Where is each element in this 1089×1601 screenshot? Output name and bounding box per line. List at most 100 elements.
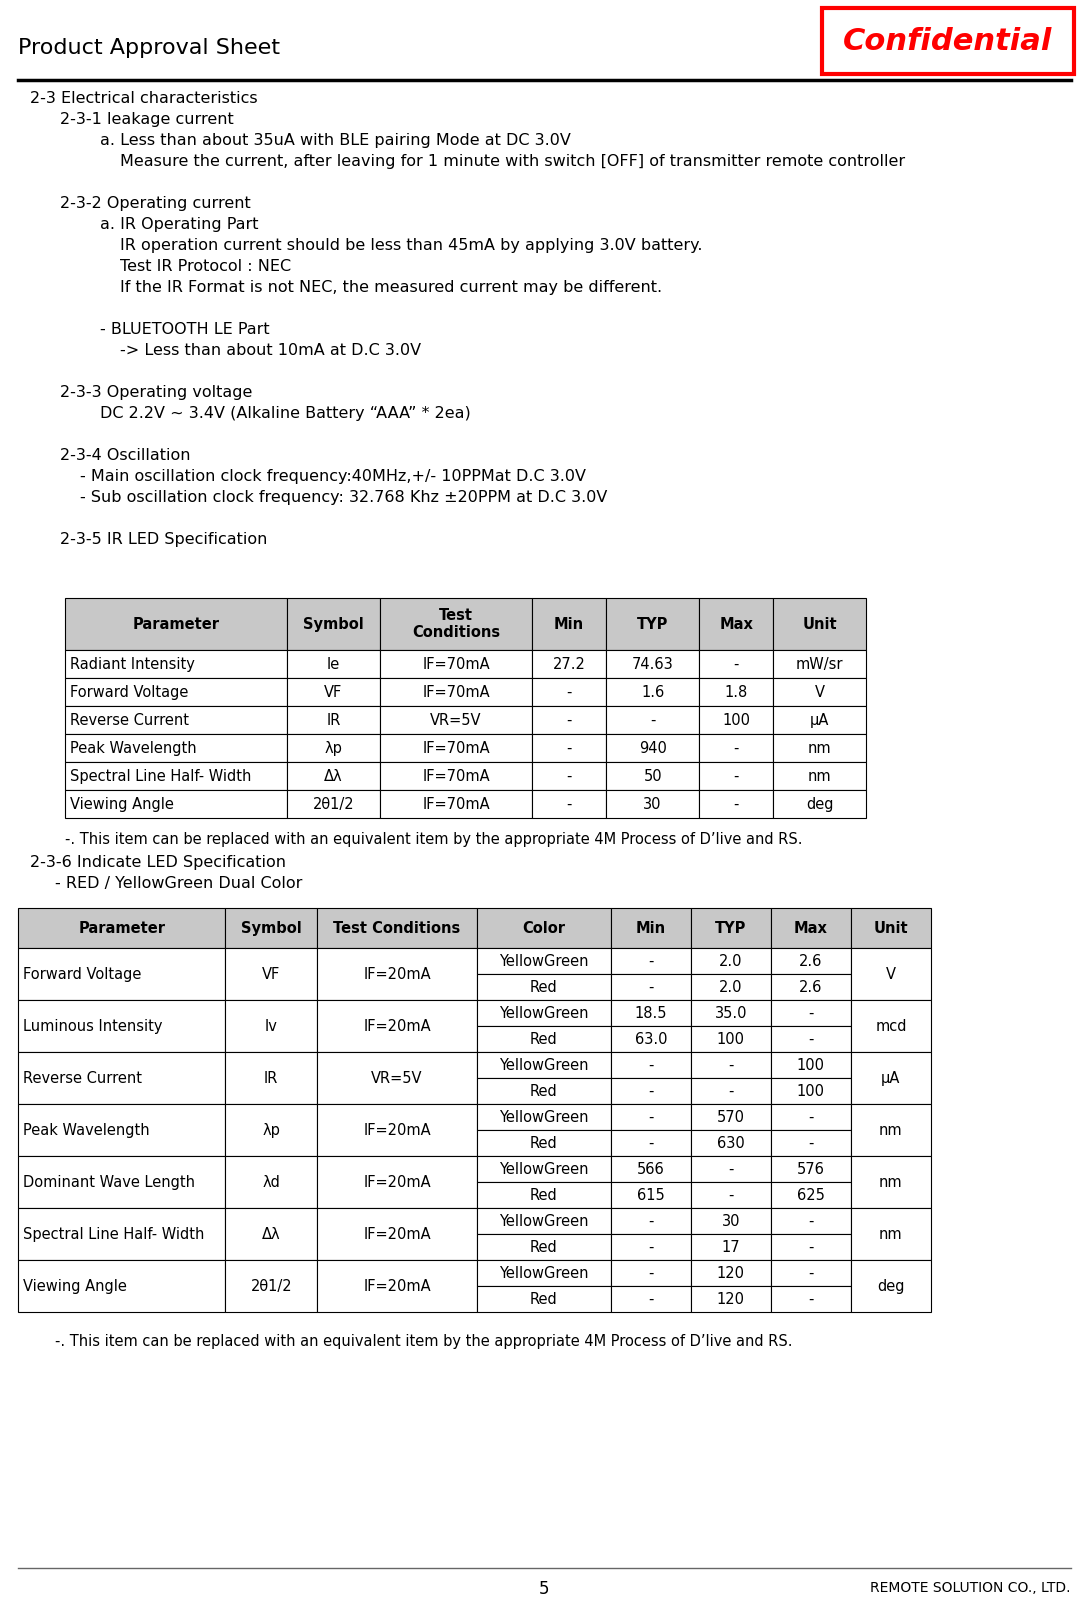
Bar (773, 677, 866, 706)
Bar (851, 1052, 931, 1105)
Text: -: - (729, 1188, 734, 1202)
Text: Spectral Line Half- Width: Spectral Line Half- Width (23, 1226, 205, 1241)
Bar (851, 1209, 931, 1260)
Text: mW/sr: mW/sr (796, 656, 844, 671)
Text: -: - (648, 1135, 653, 1151)
Bar (317, 1260, 477, 1311)
Bar (65, 762, 286, 789)
Bar (533, 650, 607, 677)
Text: Symbol: Symbol (241, 921, 302, 935)
Text: 5: 5 (539, 1580, 549, 1598)
Bar (19, 948, 225, 1001)
Bar (607, 650, 699, 677)
Text: IR operation current should be less than 45mA by applying 3.0V battery.: IR operation current should be less than… (120, 239, 702, 253)
Bar (771, 1286, 851, 1311)
Bar (690, 908, 771, 948)
Text: λp: λp (262, 1122, 280, 1137)
Text: nm: nm (879, 1226, 903, 1241)
Text: IF=70mA: IF=70mA (423, 768, 490, 783)
Bar (225, 1001, 317, 1052)
Text: a. Less than about 35uA with BLE pairing Mode at DC 3.0V: a. Less than about 35uA with BLE pairing… (100, 133, 571, 149)
Text: Red: Red (530, 1239, 558, 1255)
Bar (771, 1077, 851, 1105)
Text: -: - (648, 1084, 653, 1098)
Text: nm: nm (879, 1122, 903, 1137)
Text: 100: 100 (717, 1031, 745, 1047)
Text: 615: 615 (637, 1188, 664, 1202)
Text: 1.6: 1.6 (641, 685, 664, 700)
Text: YellowGreen: YellowGreen (499, 954, 589, 969)
Text: nm: nm (808, 768, 832, 783)
Text: Viewing Angle: Viewing Angle (70, 797, 174, 812)
Bar (225, 908, 317, 948)
Bar (771, 1156, 851, 1182)
Text: Peak Wavelength: Peak Wavelength (70, 741, 197, 756)
Bar (611, 908, 690, 948)
Bar (690, 1209, 771, 1234)
Bar (477, 1105, 611, 1130)
Text: 120: 120 (717, 1292, 745, 1306)
Bar (317, 1001, 477, 1052)
Text: 2-3-2 Operating current: 2-3-2 Operating current (60, 197, 250, 211)
Text: 625: 625 (797, 1188, 824, 1202)
Bar (771, 1026, 851, 1052)
Bar (690, 948, 771, 973)
Text: Red: Red (530, 1031, 558, 1047)
Text: Unit: Unit (803, 616, 837, 631)
Text: - Sub oscillation clock frequency: 32.768 Khz ±20PPM at D.C 3.0V: - Sub oscillation clock frequency: 32.76… (79, 490, 608, 506)
Text: Luminous Intensity: Luminous Intensity (23, 1018, 162, 1034)
Text: IF=70mA: IF=70mA (423, 797, 490, 812)
Text: Max: Max (719, 616, 754, 631)
Text: Min: Min (554, 616, 584, 631)
Text: Max: Max (794, 921, 828, 935)
Bar (65, 706, 286, 733)
Text: -. This item can be replaced with an equivalent item by the appropriate 4M Proce: -. This item can be replaced with an equ… (65, 833, 803, 847)
Text: IF=20mA: IF=20mA (364, 1279, 431, 1294)
Bar (822, 8, 1074, 74)
Text: -: - (734, 768, 739, 783)
Bar (611, 1052, 690, 1077)
Bar (611, 1026, 690, 1052)
Bar (19, 1209, 225, 1260)
Text: -: - (808, 1135, 813, 1151)
Text: YellowGreen: YellowGreen (499, 1214, 589, 1228)
Bar (690, 1026, 771, 1052)
Text: 2-3 Electrical characteristics: 2-3 Electrical characteristics (30, 91, 258, 106)
Bar (773, 706, 866, 733)
Bar (773, 762, 866, 789)
Bar (690, 973, 771, 1001)
Bar (317, 908, 477, 948)
Bar (851, 1105, 931, 1156)
Text: -: - (566, 741, 572, 756)
Bar (611, 1286, 690, 1311)
Text: Color: Color (523, 921, 565, 935)
Bar (477, 1182, 611, 1209)
Text: - Main oscillation clock frequency:40MHz,+/- 10PPMat D.C 3.0V: - Main oscillation clock frequency:40MHz… (79, 469, 586, 484)
Text: VF: VF (262, 967, 280, 981)
Text: -: - (734, 741, 739, 756)
Bar (477, 1001, 611, 1026)
Bar (380, 706, 533, 733)
Bar (699, 650, 773, 677)
Text: 2-3-4 Oscillation: 2-3-4 Oscillation (60, 448, 191, 463)
Bar (19, 1001, 225, 1052)
Text: Radiant Intensity: Radiant Intensity (70, 656, 195, 671)
Text: Forward Voltage: Forward Voltage (23, 967, 142, 981)
Bar (690, 1260, 771, 1286)
Text: TYP: TYP (715, 921, 747, 935)
Bar (225, 1260, 317, 1311)
Bar (699, 677, 773, 706)
Text: 2-3-1 leakage current: 2-3-1 leakage current (60, 112, 234, 126)
Text: Spectral Line Half- Width: Spectral Line Half- Width (70, 768, 252, 783)
Bar (380, 677, 533, 706)
Text: 100: 100 (797, 1084, 824, 1098)
Text: 566: 566 (637, 1161, 664, 1177)
Bar (19, 1105, 225, 1156)
Text: mcd: mcd (876, 1018, 907, 1034)
Text: If the IR Format is not NEC, the measured current may be different.: If the IR Format is not NEC, the measure… (120, 280, 662, 295)
Text: 30: 30 (644, 797, 662, 812)
Bar (477, 1156, 611, 1182)
Bar (611, 973, 690, 1001)
Bar (690, 1182, 771, 1209)
Bar (699, 762, 773, 789)
